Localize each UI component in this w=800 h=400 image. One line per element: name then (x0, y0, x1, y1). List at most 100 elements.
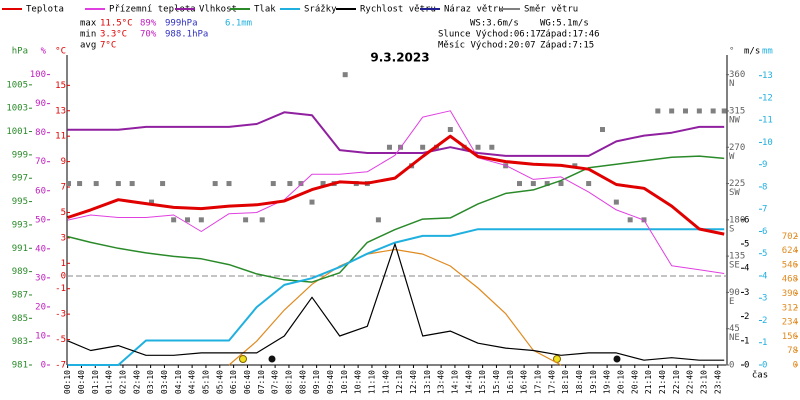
y-tick-label: 3 (744, 288, 749, 298)
legend-label: Tlak (254, 5, 276, 15)
direction-point (342, 72, 348, 78)
x-axis-label: čas (752, 370, 768, 381)
y-tick-label: 4 (762, 271, 767, 281)
direction-point (627, 217, 633, 223)
x-tick-label: 22:40 (686, 370, 695, 394)
direction-point (669, 108, 675, 114)
y-tick-label: 5 (762, 249, 767, 259)
y-tick-label: 983 (12, 337, 28, 347)
y-tick-label: 5 (61, 208, 66, 218)
compass-label: SE (729, 261, 740, 271)
x-tick-label: 21:40 (658, 370, 667, 394)
y-tick-label: 315 (729, 106, 745, 116)
stat-value: 3.3°C (100, 30, 127, 40)
x-tick-label: 16:40 (520, 370, 529, 394)
y-tick-label: 80 (35, 128, 46, 138)
y-tick-label: 0 (729, 361, 734, 371)
direction-point (129, 181, 135, 187)
y-tick-label: 10 (762, 138, 773, 148)
x-tick-label: 14:40 (464, 370, 473, 394)
x-tick-label: 01:40 (105, 370, 114, 394)
stat-label: min (80, 30, 96, 40)
y-tick-label: 2 (744, 312, 749, 322)
y-tick-label: 100 (30, 70, 46, 80)
direction-point (447, 127, 453, 133)
x-tick-label: 14:10 (450, 370, 459, 394)
x-tick-label: 09:40 (326, 370, 335, 394)
y-tick-label: 0 (41, 361, 46, 371)
y-tick-label: 6 (762, 227, 767, 237)
x-tick-label: 00:40 (77, 370, 86, 394)
x-tick-label: 17:40 (547, 370, 556, 394)
info-text: Západ:7:15 (540, 41, 594, 51)
x-tick-label: 10:40 (354, 370, 363, 394)
x-tick-label: 18:10 (561, 370, 570, 394)
stat-value: 89% (140, 19, 157, 29)
compass-label: S (729, 224, 734, 234)
direction-point (185, 217, 190, 223)
direction-point (696, 108, 702, 114)
x-tick-label: 06:40 (243, 370, 252, 394)
legend-label: Přízemní teplota (109, 5, 196, 15)
axis-unit: hPa (12, 47, 28, 57)
y-tick-label: 981 (12, 361, 28, 371)
y-tick-label: 1003 (6, 104, 28, 114)
y-tick-label: 999 (12, 150, 28, 160)
series-line (67, 110, 725, 274)
direction-point (600, 127, 605, 133)
stat-value: 6.1mm (225, 19, 252, 29)
compass-label: E (729, 297, 734, 307)
x-tick-label: 17:10 (533, 370, 542, 394)
series-line (67, 111, 725, 157)
direction-point (287, 181, 293, 187)
x-tick-label: 12:10 (395, 370, 404, 394)
y-tick-label: 989 (12, 267, 28, 277)
direction-point (558, 181, 564, 187)
y-tick-label: 468 (782, 275, 798, 285)
y-tick-label: 0 (762, 361, 767, 371)
x-tick-label: 03:10 (146, 370, 155, 394)
axis-unit: % (41, 47, 47, 57)
direction-point (517, 181, 522, 187)
y-tick-label: 2 (762, 316, 767, 326)
direction-point (375, 217, 381, 223)
stat-label: avg (80, 41, 96, 51)
y-tick-label: 7 (61, 183, 66, 193)
y-tick-label: 225 (729, 179, 745, 189)
y-tick-label: 997 (12, 174, 28, 184)
x-tick-label: 20:10 (616, 370, 625, 394)
direction-point (309, 199, 315, 205)
direction-point (149, 199, 155, 205)
direction-point (386, 144, 392, 150)
legend-label: Směr větru (524, 5, 578, 15)
y-tick-label: 50 (35, 215, 46, 225)
x-tick-label: 07:10 (257, 370, 266, 394)
x-tick-label: 15:10 (478, 370, 487, 394)
y-tick-label: 1001 (6, 127, 28, 137)
y-tick-label: 90 (35, 99, 46, 109)
y-tick-label: 987 (12, 290, 28, 300)
direction-point (198, 217, 204, 223)
y-tick-label: 270 (729, 143, 745, 153)
y-tick-label: -5 (55, 335, 66, 345)
x-tick-label: 20:40 (630, 370, 639, 394)
y-tick-label: 360 (729, 70, 745, 80)
x-tick-label: 16:10 (506, 370, 515, 394)
series-line (67, 134, 725, 236)
direction-point (66, 181, 72, 187)
direction-point (115, 181, 121, 187)
direction-point (160, 181, 166, 187)
x-tick-label: 19:40 (603, 370, 612, 394)
stat-value: 999hPa (165, 19, 198, 29)
legend-label: Rychlost větru (360, 5, 436, 15)
y-tick-label: 90 (729, 288, 740, 298)
y-tick-label: 995 (12, 197, 28, 207)
y-tick-label: 702 (782, 232, 798, 242)
chart-title: 9.3.2023 (370, 51, 429, 65)
y-tick-label: 991 (12, 244, 28, 254)
x-tick-label: 19:10 (589, 370, 598, 394)
y-tick-label: 312 (782, 303, 798, 313)
direction-point (320, 181, 326, 187)
x-tick-label: 05:40 (215, 370, 224, 394)
